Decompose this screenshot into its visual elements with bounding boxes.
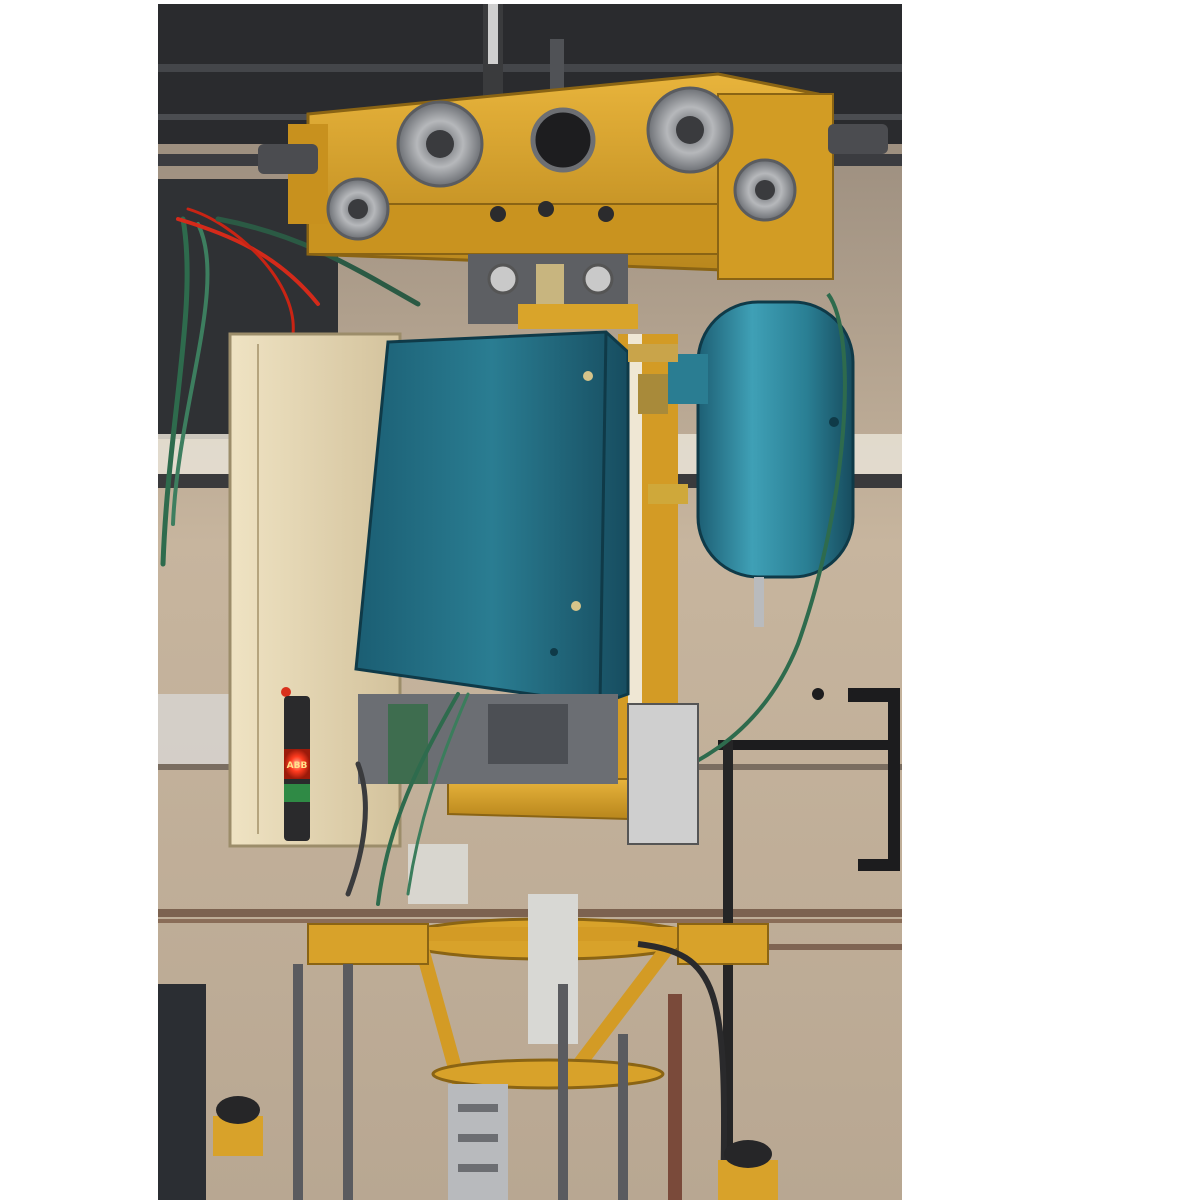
center-hole [530, 107, 596, 173]
lower-yellow-assembly [307, 694, 769, 1200]
right-fixture [718, 688, 900, 1200]
red-lamp [284, 749, 310, 779]
left-bin [158, 984, 206, 1200]
indicator-text: ABB [287, 761, 308, 771]
floor-sensors [213, 1096, 778, 1200]
threaded-rods [293, 941, 728, 1200]
machine-photo: ABB [158, 4, 902, 1200]
green-lamp [284, 784, 310, 802]
hanger [483, 4, 564, 114]
cables-lower [345, 692, 470, 906]
fittings [628, 344, 688, 504]
stack-light: ABB [284, 696, 310, 841]
photo-svg: ABB [158, 4, 902, 1200]
top-yellow-frame [258, 72, 888, 280]
teal-cabinet [354, 330, 630, 706]
